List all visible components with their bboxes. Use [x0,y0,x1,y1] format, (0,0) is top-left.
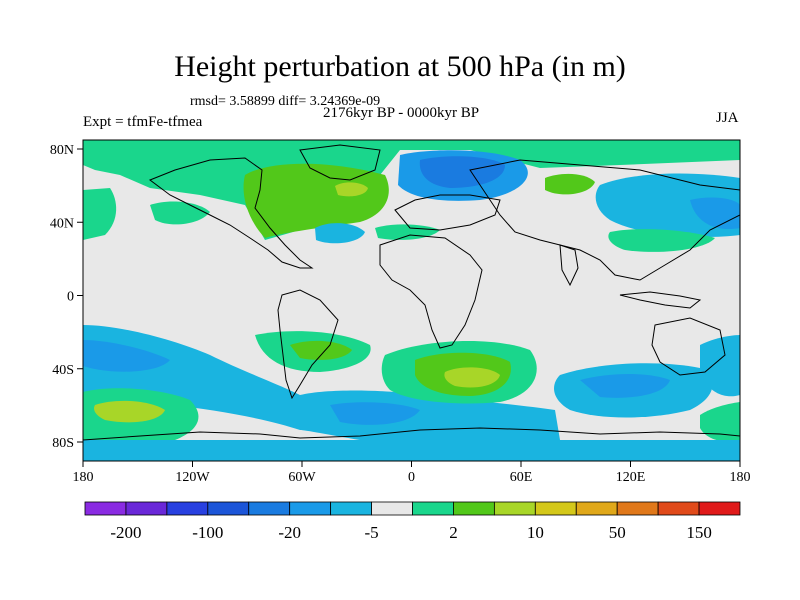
colorbar-swatch [575,501,618,516]
contour-field [83,140,740,461]
contour-central-asia-green [545,173,595,195]
lat-tick-label: 40N [50,216,74,231]
contour-westpac-green-left [83,188,117,240]
contour-west-pacific-green [608,229,715,252]
colorbar: -200 -100 -20 -5 2 10 50 150 [84,501,741,542]
map-title: Height perturbation at 500 hPa (in m) [174,50,626,83]
contour-sw-pacific-yellow [94,400,165,423]
coast-australia [651,317,726,376]
coast-asia [469,159,740,281]
latitude-axis: 80N 40N 0 40S 80S [50,143,83,451]
experiment-label: Expt = tfmFe-tfmea [83,114,203,130]
longitude-axis: 180 120W 60W 0 60E 120E 180 [73,461,751,485]
colorbar-swatch [412,501,454,516]
lat-tick-label: 80N [50,143,74,158]
lon-tick-label: 180 [730,470,751,485]
rmsd-stats: rmsd= 3.58899 diff= 3.24369e-09 [190,94,381,109]
lon-tick-label: 60E [510,470,533,485]
contour-na-yellow [335,182,368,197]
colorbar-swatch [534,501,577,516]
colorbar-swatch [207,501,250,516]
lon-tick-label: 120E [616,470,646,485]
coastlines [83,144,740,441]
colorbar-swatch [330,501,372,516]
contour-na-blue-small [315,223,365,244]
colorbar-swatch [371,501,413,516]
coast-antarctica [83,427,740,441]
colorbar-swatch [125,501,168,516]
colorbar-label: 10 [527,523,544,542]
contour-aus-blue-mid [580,374,670,398]
colorbar-label: -20 [278,523,301,542]
colorbar-label: -5 [364,523,378,542]
colorbar-label: -100 [192,523,223,542]
colorbar-swatch [493,501,536,516]
lon-tick-label: 0 [408,470,415,485]
colorbar-label: -200 [110,523,141,542]
coast-africa [379,234,483,349]
coast-indonesia [619,291,702,309]
colorbar-swatch [453,501,495,516]
colorbar-swatch [248,501,291,516]
lon-tick-label: 60W [288,470,316,485]
coast-europe [394,194,501,231]
contour-se-pacific-blue [700,335,740,397]
lat-tick-label: 80S [52,436,74,451]
period-label: 2176kyr BP - 0000kyr BP [323,105,480,121]
colorbar-swatch [616,501,659,516]
colorbar-label: 2 [449,523,458,542]
contour-europe-blue-dark [419,156,505,188]
colorbar-swatch [657,501,700,516]
coast-south-america [277,289,339,400]
contour-south-pacific-blue-mid [83,340,170,372]
coast-greenland [299,144,381,181]
colorbar-label: 150 [686,523,712,542]
contour-antarctic-blue [83,440,740,461]
colorbar-label: 50 [609,523,626,542]
lon-tick-label: 120W [175,470,210,485]
colorbar-swatch [84,501,127,516]
lat-tick-label: 0 [67,290,74,305]
colorbar-swatch [166,501,209,516]
lon-tick-label: 180 [73,470,94,485]
contour-s-atlantic-blue-mid [330,402,420,425]
colorbar-swatch [289,501,332,516]
contour-sw-green-right [700,402,740,442]
coast-north-america [148,157,314,269]
contour-s-indian-yellow [444,367,500,388]
contour-na-green [243,163,389,238]
contour-sa-green-mid [290,340,352,360]
colorbar-swatch [698,501,741,516]
season-label: JJA [716,110,739,126]
coast-india [559,244,579,287]
lat-tick-label: 40S [52,363,74,378]
